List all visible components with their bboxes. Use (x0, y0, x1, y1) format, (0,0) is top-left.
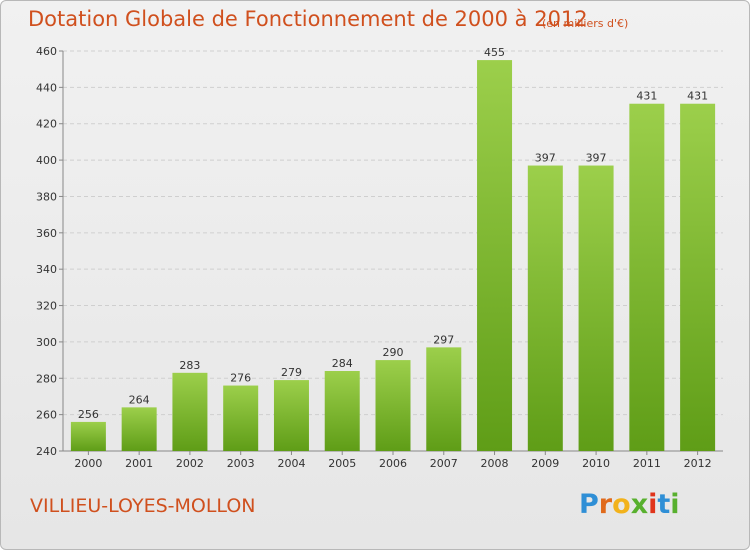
labels: 256 2000 264 2001 283 2002 276 2003 279 2004 284 20… (74, 46, 711, 470)
y-tick-label: 240 (36, 445, 57, 458)
data-label: 397 (535, 152, 556, 165)
y-tick-label: 420 (36, 118, 57, 131)
bar-2000 (70, 421, 106, 451)
x-tick-label: 2004 (277, 457, 305, 470)
bar-2003 (223, 385, 259, 451)
data-label: 431 (636, 90, 657, 103)
data-label: 455 (484, 46, 505, 59)
x-tick-label: 2010 (582, 457, 610, 470)
y-tick-label: 360 (36, 227, 57, 240)
logo-letter: i (648, 489, 658, 520)
data-label: 283 (179, 359, 200, 372)
data-label: 297 (433, 333, 454, 346)
y-tick-label: 300 (36, 336, 57, 349)
data-label: 264 (129, 393, 150, 406)
data-label: 279 (281, 366, 302, 379)
logo-letter: o (612, 489, 631, 520)
chart-unit: (en milliers d'€) (542, 17, 629, 30)
x-tick-label: 2001 (125, 457, 153, 470)
logo-letter: x (630, 489, 649, 520)
x-tick-label: 2008 (481, 457, 509, 470)
y-tick-label: 260 (36, 409, 57, 422)
y-tick-label: 460 (36, 45, 57, 58)
proxiti-logo: Proxiti (579, 489, 680, 520)
bar-2010 (578, 165, 614, 451)
bar-2008 (477, 60, 513, 451)
y-tick-label: 400 (36, 154, 57, 167)
y-tick-label: 380 (36, 190, 57, 203)
x-tick-label: 2011 (633, 457, 661, 470)
data-label: 284 (332, 357, 353, 370)
x-tick-label: 2006 (379, 457, 407, 470)
logo-letter: t (657, 489, 671, 520)
x-tick-label: 2003 (227, 457, 255, 470)
y-tick-label: 320 (36, 300, 57, 313)
bars (70, 60, 716, 452)
data-label: 290 (383, 346, 404, 359)
x-tick-label: 2012 (684, 457, 712, 470)
y-tick-label: 280 (36, 372, 57, 385)
bar-2004 (273, 380, 309, 451)
chart-title: Dotation Globale de Fonctionnement de 20… (28, 7, 588, 31)
data-label: 256 (78, 408, 99, 421)
axes: 240 260 280 300 320 340 360 380 400 420 440 460 (36, 45, 723, 458)
x-tick-label: 2005 (328, 457, 356, 470)
data-label: 397 (586, 152, 607, 165)
logo-letter: P (579, 489, 599, 520)
bar-2011 (629, 103, 665, 452)
x-tick-label: 2009 (531, 457, 559, 470)
bar-2012 (680, 103, 716, 452)
data-label: 431 (687, 90, 708, 103)
data-label: 276 (230, 372, 251, 385)
bar-2009 (527, 165, 563, 451)
x-tick-label: 2002 (176, 457, 204, 470)
x-tick-label: 2007 (430, 457, 458, 470)
y-tick-label: 440 (36, 81, 57, 94)
bar-2005 (324, 371, 360, 451)
bar-2002 (172, 372, 208, 451)
logo-letter: i (670, 489, 680, 520)
x-tick-label: 2000 (74, 457, 102, 470)
bar-2006 (375, 360, 411, 451)
bar-2007 (426, 347, 462, 451)
y-tick-label: 340 (36, 263, 57, 276)
town-name: VILLIEU-LOYES-MOLLON (30, 495, 256, 517)
bar-2001 (121, 407, 157, 451)
logo-letter: r (598, 489, 613, 520)
